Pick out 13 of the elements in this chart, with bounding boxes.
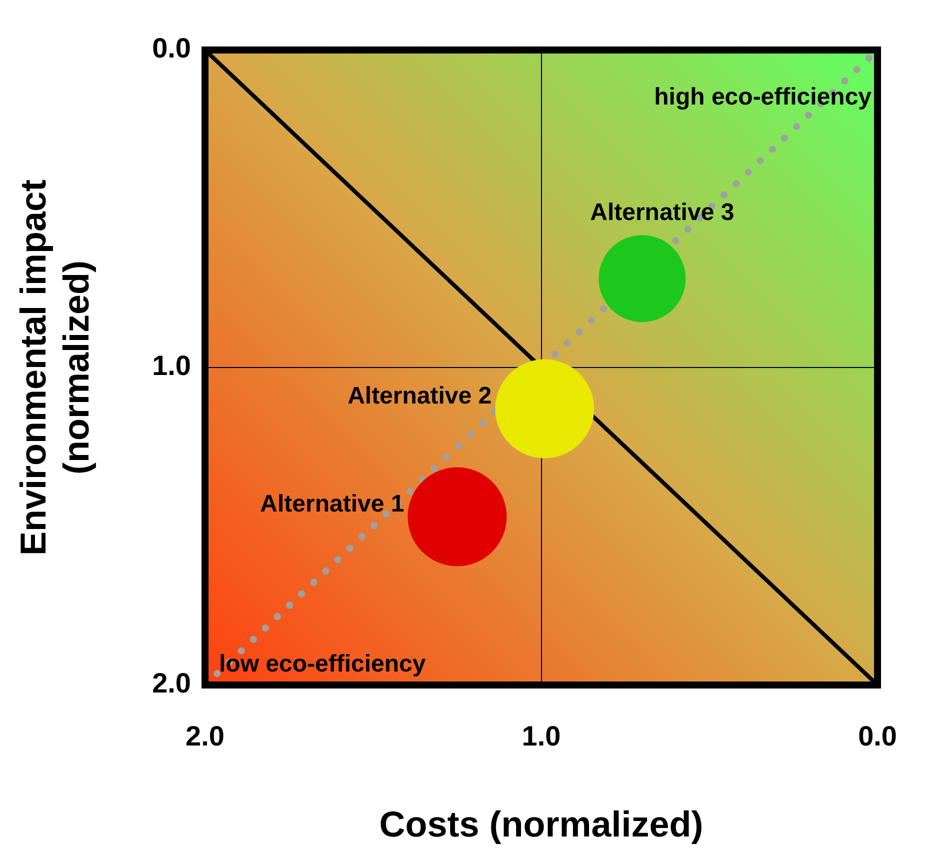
y-tick-label: 2.0 xyxy=(152,668,191,699)
x-tick-label: 0.0 xyxy=(858,720,898,752)
x-tick-label: 2.0 xyxy=(186,720,224,752)
series-label: Alternative 2 xyxy=(348,382,492,410)
y-tick-label: 1.0 xyxy=(152,350,191,382)
annotation: high eco-efficiency xyxy=(654,84,872,111)
x-tick-label: 1.0 xyxy=(522,720,561,752)
y-axis-title: Environmental impact (normalized) xyxy=(12,179,97,556)
y-tick-label: 0.0 xyxy=(152,32,191,64)
annotation: low eco-efficiency xyxy=(219,650,426,678)
x-axis-title: Costs (normalized) xyxy=(379,803,704,844)
series-label: Alternative 1 xyxy=(260,490,404,518)
series-label: Alternative 3 xyxy=(590,199,734,226)
